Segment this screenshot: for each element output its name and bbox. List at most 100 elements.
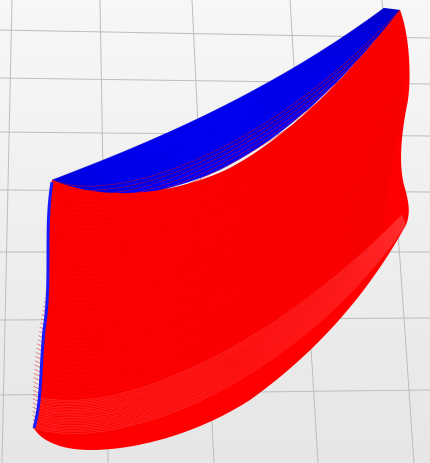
front-surface-lower-band <box>34 224 407 433</box>
front-surface-layer-line <box>37 148 396 348</box>
front-surface-lower-band <box>35 221 405 423</box>
front-surface-layer-line <box>37 151 396 353</box>
front-surface-layer-line <box>52 31 404 212</box>
top-surface-layer-line <box>57 9 397 194</box>
front-surface-layer-line <box>49 82 406 272</box>
top-surface-layer-line <box>58 9 398 196</box>
top-surface-layer-line <box>52 7 386 182</box>
front-surface-lower-band <box>37 218 404 414</box>
top-surface-layer-line <box>55 8 392 189</box>
front-surface-layer-line <box>43 119 402 314</box>
top-surface-layer-line <box>52 7 386 183</box>
front-surface-layer-line <box>46 100 404 293</box>
top-surface-layer-line <box>58 9 397 195</box>
front-surface-layer-line <box>35 162 393 365</box>
front-surface-layer-line <box>49 78 406 268</box>
front-surface-layer-line <box>52 46 405 229</box>
front-surface-lower-band <box>35 221 406 425</box>
front-surface-layer-line <box>48 86 405 276</box>
front-surface-layer-line <box>34 173 391 378</box>
front-surface-lower-band <box>37 219 404 415</box>
top-surface-layer-line <box>55 8 392 189</box>
top-surface-layer-line <box>54 8 391 187</box>
front-surface-lower-band <box>37 219 405 417</box>
front-surface-layer-line <box>43 115 402 310</box>
front-surface-layer-line <box>52 42 405 225</box>
front-surface-layer-line <box>51 64 406 251</box>
front-surface-layer-line <box>52 17 402 195</box>
front-surface-layer-line <box>32 206 387 417</box>
top-surface-layer-line <box>52 7 385 181</box>
front-surface-lower-band <box>39 215 403 404</box>
front-surface-layer-line <box>42 122 401 319</box>
left-edge <box>32 181 54 429</box>
top-surface-layer-line <box>55 8 391 188</box>
front-surface-layer-line <box>36 155 395 357</box>
front-surface-layer-line <box>32 195 388 404</box>
front-surface-layer-line <box>34 170 392 374</box>
front-surface-layer-line <box>52 38 404 221</box>
front-surface-layer-line <box>52 24 403 204</box>
front-surface-layer-line <box>35 159 394 361</box>
front-surface-lower-band <box>36 220 405 418</box>
front-surface-layer-line <box>45 104 404 298</box>
front-surface-layer-line <box>50 71 406 259</box>
front-surface-layer-line <box>51 13 401 191</box>
grid-line <box>1 0 13 463</box>
top-surface-layer-line <box>53 8 389 185</box>
front-surface-layer-line <box>38 144 397 344</box>
top-surface-layer-line <box>51 7 385 181</box>
front-surface-layer-line <box>38 140 398 340</box>
top-surface-layer-line <box>54 8 390 187</box>
top-surface-layer-line <box>53 8 388 184</box>
front-surface-layer-line <box>47 93 405 285</box>
front-surface-lower-band <box>38 217 404 411</box>
front-surface-lower-band <box>34 223 406 429</box>
front-surface-lower-band <box>35 222 406 426</box>
front-surface-layer-line <box>40 133 399 331</box>
front-surface-layer-line <box>50 75 406 263</box>
top-surface-layer-line <box>53 8 387 183</box>
front-surface-layer-line <box>50 68 406 255</box>
front-surface-lower-band <box>39 215 403 403</box>
front-surface-layer-line <box>47 97 405 289</box>
front-surface-layer-line <box>32 191 388 399</box>
front-surface-layer-line <box>45 108 403 302</box>
front-surface-lower-band <box>39 216 403 406</box>
front-surface-layer-line <box>33 177 391 383</box>
front-surface-layer-line <box>34 166 393 370</box>
top-surface-layer-line <box>57 9 395 192</box>
front-surface-layer-line <box>39 137 398 336</box>
top-surface-layer-line <box>56 8 393 190</box>
front-surface-layer-line <box>51 53 405 238</box>
front-surface-lower-band <box>36 220 405 422</box>
front-surface-layer-line <box>52 35 404 217</box>
front-surface-layer-line <box>33 188 389 395</box>
front-surface-layer-line <box>52 49 405 234</box>
front-surface-lower-band <box>35 222 406 428</box>
front-surface-lower-band <box>36 220 405 420</box>
front-surface-lower-band <box>38 216 404 407</box>
front-surface-layer-line <box>41 126 400 323</box>
front-surface-layer-line <box>44 111 403 306</box>
top-surface-layer-line <box>54 8 389 186</box>
front-surface-lower-band <box>37 218 404 412</box>
front-surface-lower-band <box>34 223 406 431</box>
top-surface-layer-line <box>56 8 394 191</box>
front-surface <box>32 9 410 450</box>
front-surface-layer-line <box>51 9 401 187</box>
front-surface-layer-line <box>51 57 406 242</box>
front-surface-layer-line <box>40 130 400 327</box>
top-surface-layer-line <box>56 8 394 191</box>
top-surface-layer-line <box>53 8 388 185</box>
front-surface-layer-line <box>52 20 402 200</box>
top-surface-layer-line <box>57 9 396 193</box>
front-surface-layer-line <box>52 27 403 208</box>
front-surface-layer-line <box>33 184 389 391</box>
front-surface-lower-band <box>38 217 404 409</box>
front-surface-lower-band <box>39 214 403 401</box>
front-surface-layer-line <box>51 60 406 246</box>
front-surface-lower-band <box>33 224 407 434</box>
